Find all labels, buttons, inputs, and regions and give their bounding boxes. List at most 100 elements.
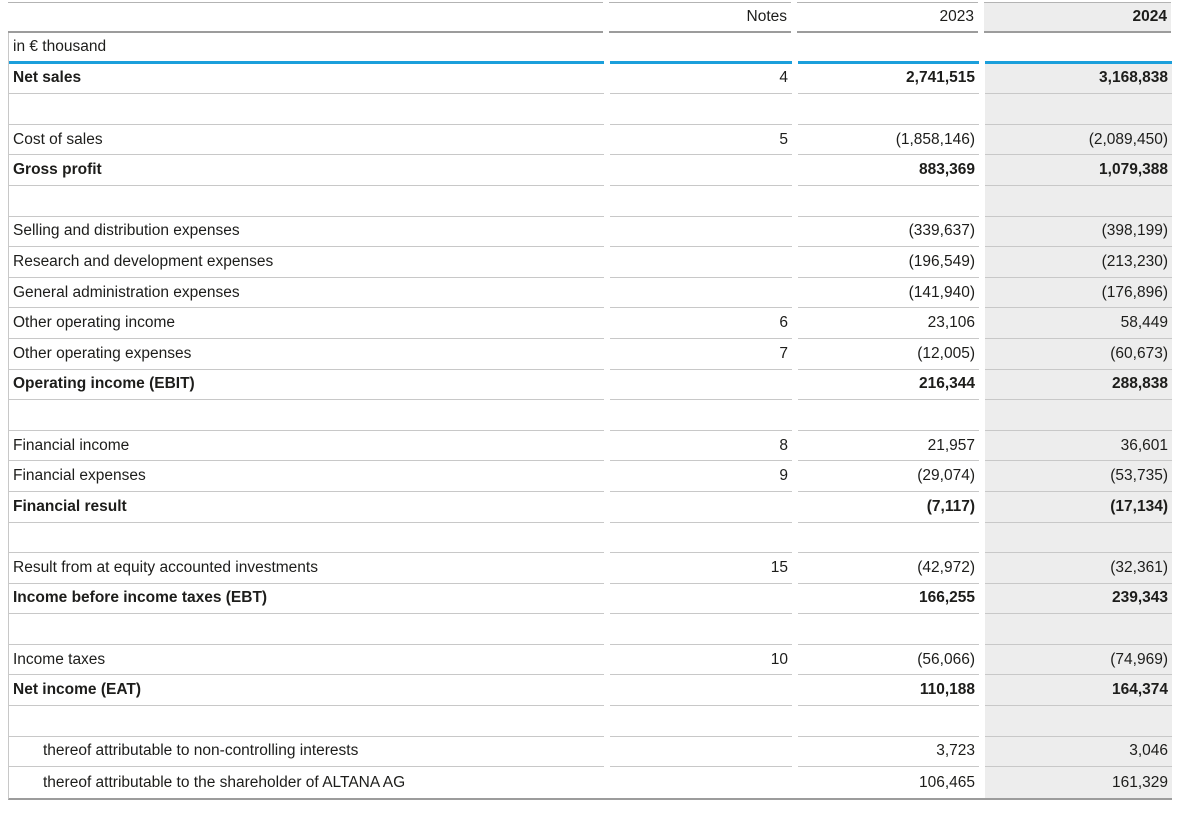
spacer-cell (798, 94, 979, 125)
row-value-2024: 3,168,838 (985, 63, 1172, 95)
row-label: Operating income (EBIT) (9, 370, 604, 401)
unit-2023-cell (798, 33, 979, 64)
row-notes: 4 (610, 64, 792, 95)
row-value-2024: 3,046 (985, 736, 1172, 768)
table-row: Other operating expenses 7 (12,005) (60,673… (9, 338, 1172, 370)
unit-2024-cell (985, 33, 1172, 64)
row-label: Financial result (9, 492, 604, 523)
table-row: Cost of sales 5 (1,858,146) (2,089,450) (9, 124, 1172, 156)
row-value-2024: (2,089,450) (985, 124, 1172, 156)
table-row: Net income (EAT) 110,188 164,374 (9, 675, 1172, 707)
row-notes: 6 (610, 308, 792, 339)
spacer-row (9, 400, 1172, 431)
spacer-cell (9, 186, 604, 217)
row-value-2023: 3,723 (798, 737, 979, 768)
row-value-2024: (176,896) (985, 277, 1172, 309)
header-2024: 2024 (984, 2, 1171, 33)
row-value-2024: 36,601 (985, 430, 1172, 462)
row-value-2023: (29,074) (798, 461, 979, 492)
row-label: Other operating expenses (9, 339, 604, 370)
table-row: Income taxes 10 (56,066) (74,969) (9, 644, 1172, 676)
spacer-cell (9, 94, 604, 125)
row-notes: 15 (610, 553, 792, 584)
row-value-2024: (32,361) (985, 553, 1172, 584)
spacer-row (9, 706, 1172, 737)
unit-label: in € thousand (9, 33, 604, 64)
row-value-2024: 161,329 (985, 767, 1172, 798)
table-row: thereof attributable to the shareholder … (9, 767, 1172, 798)
table-row: Operating income (EBIT) 216,344 288,838 (9, 369, 1172, 401)
row-label: Result from at equity accounted investme… (9, 553, 604, 584)
table-row: Selling and distribution expenses (339,63… (9, 216, 1172, 248)
row-label: Income before income taxes (EBT) (9, 584, 604, 615)
row-label: Income taxes (9, 645, 604, 676)
row-value-2023: (339,637) (798, 217, 979, 248)
row-value-2023: 23,106 (798, 308, 979, 339)
header-empty-cell (8, 2, 603, 33)
spacer-cell (798, 186, 979, 217)
row-label: Gross profit (9, 155, 604, 186)
table-row: Net sales 4 2,741,515 3,168,838 (9, 63, 1172, 95)
row-notes (610, 492, 792, 523)
table-row: Research and development expenses (196,54… (9, 247, 1172, 278)
spacer-cell (985, 614, 1172, 645)
row-value-2023: 2,741,515 (798, 64, 979, 95)
row-value-2023: (7,117) (798, 492, 979, 523)
table-row: Financial income 8 21,957 36,601 (9, 430, 1172, 462)
spacer-cell (798, 400, 979, 431)
table-row: Result from at equity accounted investme… (9, 553, 1172, 584)
row-value-2023: (1,858,146) (798, 125, 979, 156)
table-row: thereof attributable to non-controlling … (9, 736, 1172, 768)
spacer-cell (9, 706, 604, 737)
row-value-2024: 288,838 (985, 369, 1172, 401)
spacer-cell (610, 186, 792, 217)
table-row: General administration expenses (141,940)… (9, 277, 1172, 309)
row-label: thereof attributable to the shareholder … (43, 773, 406, 791)
row-value-2023: (12,005) (798, 339, 979, 370)
row-label: Financial income (9, 431, 604, 462)
spacer-cell (985, 185, 1172, 217)
row-value-2023: 216,344 (798, 370, 979, 401)
spacer-cell (9, 400, 604, 431)
row-notes (610, 278, 792, 309)
row-notes (610, 217, 792, 248)
spacer-row (9, 522, 1172, 554)
table-row: Gross profit 883,369 1,079,388 (9, 155, 1172, 186)
row-value-2024: (398,199) (985, 216, 1172, 248)
unit-notes-cell (610, 33, 792, 64)
spacer-cell (610, 706, 792, 737)
row-notes (610, 370, 792, 401)
spacer-row (9, 94, 1172, 125)
unit-row: in € thousand (9, 33, 1172, 64)
row-notes (610, 737, 792, 768)
row-value-2024: 1,079,388 (985, 155, 1172, 186)
row-value-2023: 21,957 (798, 431, 979, 462)
spacer-cell (798, 523, 979, 554)
row-value-2023: (141,940) (798, 278, 979, 309)
row-label: Cost of sales (9, 125, 604, 156)
row-value-2024: 164,374 (985, 675, 1172, 707)
row-value-2024: 239,343 (985, 583, 1172, 615)
row-value-2023: 110,188 (798, 675, 979, 707)
row-notes (610, 767, 792, 798)
row-notes: 5 (610, 125, 792, 156)
table-row: Income before income taxes (EBT) 166,255 2… (9, 583, 1172, 615)
spacer-cell (610, 94, 792, 125)
row-value-2023: 106,465 (918, 773, 975, 791)
row-notes (610, 584, 792, 615)
spacer-row (9, 614, 1172, 645)
spacer-cell (985, 522, 1172, 554)
row-label: thereof attributable to non-controlling … (9, 737, 604, 768)
header-notes: Notes (609, 2, 791, 33)
row-value-2023: 166,255 (798, 584, 979, 615)
row-notes: 10 (610, 645, 792, 676)
row-label: Net sales (9, 64, 604, 95)
spacer-cell (985, 400, 1172, 431)
spacer-cell (9, 523, 604, 554)
spacer-cell (610, 523, 792, 554)
row-label: Research and development expenses (9, 247, 604, 278)
row-value-2023: (42,972) (798, 553, 979, 584)
row-label: Other operating income (9, 308, 604, 339)
row-value-2023: (196,549) (798, 247, 979, 278)
